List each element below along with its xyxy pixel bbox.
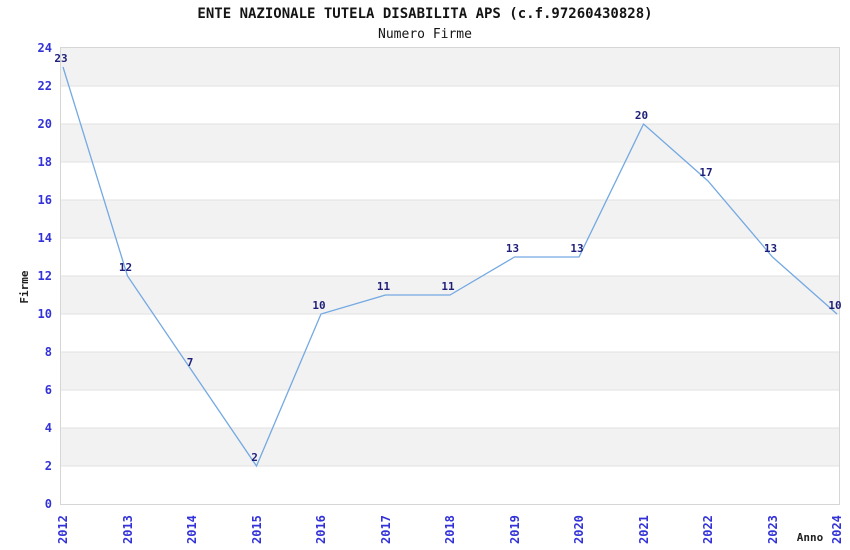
x-tick-label: 2012 [56,515,70,544]
y-tick-label: 14 [37,231,52,245]
chart-subtitle: Numero Firme [378,27,472,42]
y-tick-label: 0 [44,497,52,511]
x-tick-label: 2015 [249,515,264,544]
point-value-label: 17 [699,166,712,179]
x-tick-label: 2020 [572,515,586,544]
y-tick-label: 8 [44,345,52,359]
point-value-label: 12 [119,261,132,274]
point-value-label: 13 [570,242,583,255]
y-tick-label: 18 [37,155,52,169]
chart-title: ENTE NAZIONALE TUTELA DISABILITA APS (c.… [197,6,653,22]
line-series-svg: 23 12 7 2 10 11 11 13 13 20 17 13 10 [54,48,842,468]
y-tick-label: 22 [37,79,52,93]
point-value-label: 11 [441,280,455,293]
shaded-band [61,352,839,390]
plot-area: 23 12 7 2 10 11 11 13 13 20 17 13 10 [54,47,842,505]
y-tick-label: 16 [37,193,52,207]
point-value-label: 11 [377,280,391,293]
point-value-label: 23 [54,52,67,65]
point-value-label: 2 [251,451,258,464]
y-tick-label: 4 [44,421,52,435]
x-tick-label: 2021 [636,515,651,544]
shaded-band [61,124,839,162]
x-tick-label: 2014 [185,515,199,544]
shaded-band [61,200,839,238]
y-tick-label: 10 [37,307,52,321]
x-tick-label: 2017 [378,515,393,544]
point-value-label: 13 [506,242,519,255]
y-tick-label: 20 [37,117,52,131]
x-tick-label: 2018 [443,515,457,544]
y-tick-label: 6 [44,383,52,397]
y-tick-label: 24 [37,41,52,55]
point-value-label: 20 [635,109,648,122]
y-tick-label: 2 [44,459,52,473]
point-value-label: 10 [828,299,841,312]
x-tick-label: 2016 [314,515,328,544]
x-tick-label: 2023 [765,515,780,544]
x-tick-label: 2019 [507,515,522,544]
x-axis-label: Anno [796,531,824,544]
x-tick-label: 2022 [701,515,715,544]
data-line [62,66,838,468]
point-value-label: 10 [312,299,325,312]
point-value-label: 13 [764,242,777,255]
y-tick-label: 12 [37,269,52,283]
x-tick-label: 2013 [120,515,135,544]
shaded-band [61,48,839,86]
shaded-band [61,428,839,466]
point-value-label: 7 [187,356,194,369]
